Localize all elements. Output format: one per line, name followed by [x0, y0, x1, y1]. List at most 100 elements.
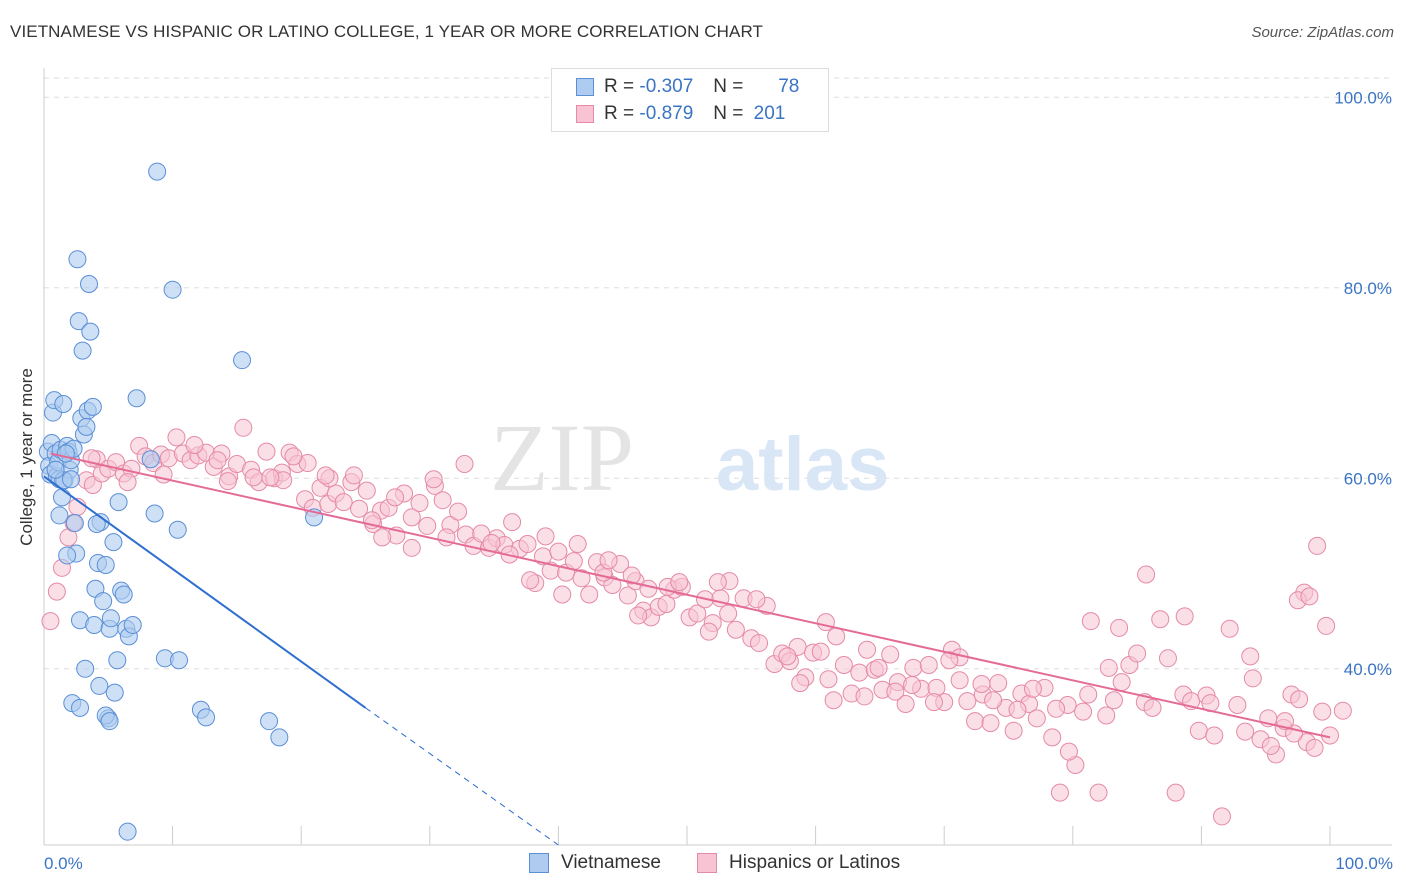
- hispanic-point: [284, 447, 303, 466]
- hispanic-point: [402, 508, 421, 527]
- hispanic-point: [1300, 587, 1319, 606]
- vietnamese-point: [56, 444, 75, 463]
- hispanic-point: [1317, 616, 1336, 635]
- hispanic-point: [827, 627, 846, 646]
- hispanic-point: [1059, 742, 1078, 761]
- hispanic-point: [869, 658, 888, 677]
- x-tick-label-end: 100.0%: [1335, 854, 1393, 873]
- vietnamese-point: [46, 460, 65, 479]
- hispanic-point: [719, 604, 738, 623]
- legend-label-hispanic: Hispanics or Latinos: [729, 852, 901, 873]
- hispanic-point: [778, 647, 797, 666]
- vietnamese-point: [163, 280, 182, 299]
- hispanic-point: [418, 516, 437, 535]
- vietnamese-point: [145, 504, 164, 523]
- hispanic-point: [811, 642, 830, 661]
- vietnamese-point: [73, 341, 92, 360]
- hispanic-point: [1110, 618, 1129, 637]
- hispanic-point: [503, 513, 522, 532]
- legend-row-hispanic: R = -0.879 N = 201: [576, 102, 785, 126]
- n-value: 201: [753, 103, 786, 124]
- hispanic-point: [1050, 783, 1069, 802]
- vietnamese-point: [127, 389, 146, 408]
- hispanic-point: [536, 527, 555, 546]
- vietnamese-point: [62, 470, 81, 489]
- vietnamese-point: [96, 555, 115, 574]
- n-value: 78: [778, 76, 800, 97]
- hispanic-point: [1212, 807, 1231, 826]
- stats-legend: R = -0.307 N = 78 R = -0.879 N = 201: [551, 68, 829, 132]
- hispanic-point: [622, 566, 641, 585]
- vietnamese-point: [76, 659, 95, 678]
- vietnamese-point: [54, 394, 73, 413]
- vietnamese-point: [100, 712, 119, 731]
- hispanic-point: [1313, 702, 1332, 721]
- y-tick-label: 100.0%: [1334, 88, 1392, 107]
- hispanic-point: [886, 682, 905, 701]
- hispanic-point: [185, 435, 204, 454]
- hispanic-point: [402, 538, 421, 557]
- hispanic-point: [47, 582, 66, 601]
- hispanic-point: [1243, 669, 1262, 688]
- vietnamese-point: [141, 450, 160, 469]
- vietnamese-trend-extension: [365, 707, 559, 846]
- hispanic-point: [708, 573, 727, 592]
- hispanic-point: [639, 579, 658, 598]
- hispanic-point: [1220, 619, 1239, 638]
- hispanic-point: [1290, 690, 1309, 709]
- hispanic-point: [1128, 644, 1147, 663]
- vietnamese-swatch: [576, 78, 594, 96]
- vietnamese-point: [270, 728, 289, 747]
- vietnamese-points: [38, 162, 324, 841]
- vietnamese-point: [105, 683, 124, 702]
- hispanic-point: [881, 645, 900, 664]
- hispanic-point: [981, 714, 1000, 733]
- hispanic-point: [603, 575, 622, 594]
- vietnamese-point: [69, 312, 88, 331]
- hispanic-point: [1175, 607, 1194, 626]
- vietnamese-point: [108, 651, 127, 670]
- hispanic-point: [958, 692, 977, 711]
- hispanic-point: [924, 693, 943, 712]
- hispanic-point: [688, 604, 707, 623]
- vietnamese-point: [71, 698, 90, 717]
- hispanic-point: [553, 585, 572, 604]
- hispanic-point: [1166, 783, 1185, 802]
- hispanic-point: [344, 466, 363, 485]
- vietnamese-point: [260, 712, 279, 731]
- r-label: R =: [604, 103, 635, 124]
- hispanic-point: [1261, 736, 1280, 755]
- hispanic-point: [1047, 699, 1066, 718]
- vietnamese-point: [68, 250, 87, 269]
- y-tick-label: 40.0%: [1344, 660, 1392, 679]
- vietnamese-point: [197, 708, 216, 727]
- hispanic-point: [791, 674, 810, 693]
- hispanic-point: [670, 573, 689, 592]
- hispanic-trend-line: [50, 452, 1331, 739]
- watermark-atlas: atlas: [716, 422, 889, 507]
- chart-title: VIETNAMESE VS HISPANIC OR LATINO COLLEGE…: [10, 22, 764, 41]
- vietnamese-point: [118, 822, 137, 841]
- hispanic-point: [564, 552, 583, 571]
- hispanic-point: [1143, 698, 1162, 717]
- hispanic-point: [518, 535, 537, 554]
- vietnamese-point: [90, 676, 109, 695]
- hispanic-point: [855, 687, 874, 706]
- hispanic-point: [218, 472, 237, 491]
- hispanic-point: [858, 640, 877, 659]
- hispanic-point: [208, 451, 227, 470]
- hispanic-point: [1112, 673, 1131, 692]
- n-label: N =: [713, 103, 744, 124]
- hispanic-point: [599, 551, 618, 570]
- hispanic-point: [482, 534, 501, 553]
- legend-row-vietnamese: R = -0.307 N = 78: [576, 75, 799, 99]
- vietnamese-point: [94, 592, 113, 611]
- vietnamese-point: [104, 533, 123, 552]
- y-tick-label: 60.0%: [1344, 469, 1392, 488]
- watermark-zip: ZIP: [490, 404, 634, 511]
- hispanic-point: [850, 663, 869, 682]
- vietnamese-point: [85, 615, 104, 634]
- hispanic-point: [261, 468, 280, 487]
- vietnamese-point: [148, 162, 167, 181]
- hispanic-point: [1241, 647, 1260, 666]
